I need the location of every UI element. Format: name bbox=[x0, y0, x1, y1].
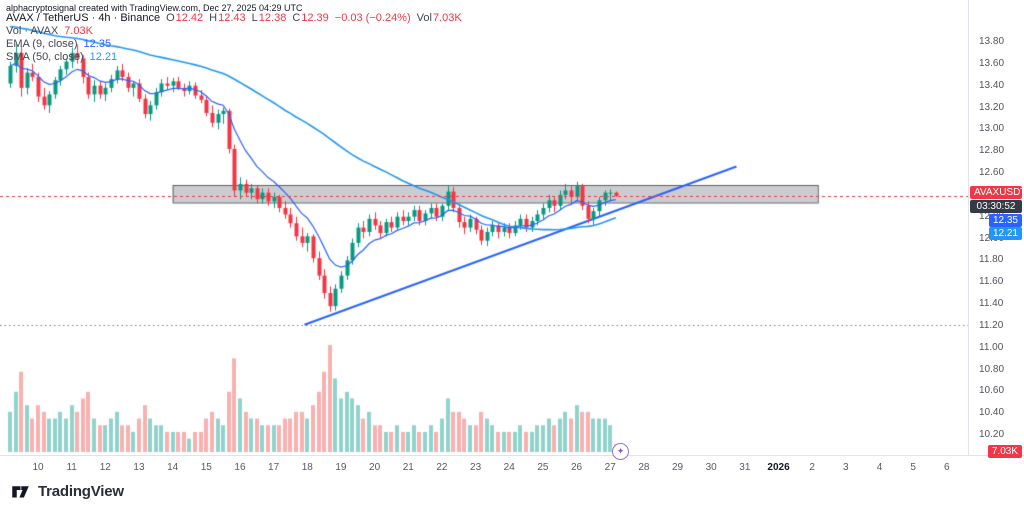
price-axis-label: 13.20 bbox=[979, 101, 1005, 113]
sma-indicator-value: 12.21 bbox=[89, 51, 118, 63]
price-axis-label: 12.80 bbox=[979, 145, 1005, 157]
time-axis-label: 17 bbox=[268, 462, 280, 473]
sma-price-badge: 12.21 bbox=[988, 227, 1022, 240]
price-axis-label: 10.60 bbox=[979, 385, 1005, 397]
volume-indicator-label: Vol · AVAX bbox=[6, 25, 59, 37]
price-axis-label: 11.40 bbox=[979, 298, 1004, 309]
time-axis-label: 14 bbox=[167, 462, 179, 473]
symbol-badge-label: AVAXUSDT bbox=[974, 187, 1024, 198]
price-axis-label: 13.80 bbox=[979, 36, 1005, 47]
price-axis-label: 11.60 bbox=[979, 276, 1004, 288]
legend-sma-row[interactable]: SMA (50, close) 12.21 bbox=[6, 51, 462, 64]
time-axis[interactable]: 10 11 12 13 14 15 16 17 18 19 20 21 22 23 24 25 26 27 28 29… bbox=[0, 455, 1024, 480]
price-axis-label: 11.00 bbox=[979, 341, 1004, 353]
ema-indicator-value: 12.35 bbox=[83, 38, 112, 50]
time-axis-label: 31 bbox=[739, 462, 751, 473]
symbol-title: AVAX / TetherUS · 4h · Binance bbox=[6, 12, 161, 24]
time-axis-label: 20 bbox=[369, 462, 381, 473]
time-axis-label: 13 bbox=[133, 462, 145, 473]
time-axis-label: 5 bbox=[910, 462, 916, 473]
time-axis-label: 29 bbox=[671, 462, 684, 473]
ema-price-badge: 12.35 bbox=[988, 214, 1022, 227]
legend-ema-row[interactable]: EMA (9, close) 12.35 bbox=[6, 38, 462, 51]
bar-countdown-badge: 03:30:52 bbox=[970, 200, 1022, 213]
price-axis-label: 13.40 bbox=[979, 79, 1005, 91]
legend-volume-row[interactable]: Vol · AVAX 7.03K bbox=[6, 25, 462, 38]
time-axis-label: 19 bbox=[335, 462, 347, 473]
high-value: H 12.43 bbox=[209, 12, 246, 24]
time-axis-label: 3 bbox=[843, 462, 849, 473]
time-axis-label: 10 bbox=[32, 462, 44, 473]
ema-indicator-label: EMA (9, close) bbox=[6, 38, 78, 50]
time-axis-label: 16 bbox=[234, 462, 246, 473]
volume-indicator-value: 7.03K bbox=[64, 25, 93, 37]
time-axis-label: 15 bbox=[200, 462, 212, 473]
price-axis-label: 13.00 bbox=[979, 123, 1005, 135]
last-price-badge: AVAXUSDT 12.39 bbox=[970, 186, 1024, 199]
bar-volume-value: Vol 7.03K bbox=[416, 12, 462, 24]
time-axis-label: 28 bbox=[638, 462, 650, 473]
open-value: O 12.42 bbox=[166, 12, 204, 24]
time-axis-label: 23 bbox=[470, 462, 482, 473]
time-axis-label: 24 bbox=[503, 462, 515, 473]
price-axis-label: 11.80 bbox=[979, 254, 1004, 266]
tradingview-logo-icon bbox=[12, 486, 29, 498]
time-axis-label: 4 bbox=[876, 462, 883, 473]
tradingview-logo[interactable]: TradingView bbox=[10, 481, 124, 502]
volume-axis-badge: 7.03K bbox=[987, 445, 1022, 458]
time-axis-label: 6 bbox=[944, 462, 950, 473]
snapshot-attribution: alphacryptosignal created with TradingVi… bbox=[6, 3, 303, 13]
price-axis-label: 12.60 bbox=[979, 167, 1005, 178]
tradingview-logo-text: TradingView bbox=[38, 483, 124, 500]
change-value: −0.03 (−0.24%) bbox=[334, 12, 411, 24]
time-axis-label: 26 bbox=[570, 462, 583, 473]
price-axis-label: 11.20 bbox=[979, 319, 1004, 331]
time-axis-label: 21 bbox=[402, 462, 414, 473]
time-axis-label: 12 bbox=[99, 462, 111, 473]
sma-indicator-label: SMA (50, close) bbox=[6, 51, 84, 63]
price-axis-label: 10.80 bbox=[979, 363, 1005, 375]
time-axis-label: 25 bbox=[537, 462, 549, 473]
low-value: L 12.38 bbox=[251, 12, 287, 24]
price-axis-label: 13.60 bbox=[979, 57, 1005, 69]
time-axis-label: 2 bbox=[809, 462, 815, 473]
price-axis-label: 10.20 bbox=[979, 429, 1005, 440]
time-axis-label: 18 bbox=[301, 462, 313, 473]
time-axis-label: 27 bbox=[604, 462, 616, 473]
close-value: C 12.39 bbox=[292, 12, 329, 24]
time-axis-label: 11 bbox=[66, 462, 77, 473]
price-axis-label: 10.40 bbox=[979, 407, 1005, 419]
time-axis-label: 30 bbox=[705, 462, 717, 473]
time-axis-label: 2026 bbox=[767, 462, 790, 473]
sparkle-marker-button[interactable]: ✦ bbox=[612, 443, 629, 460]
time-axis-label: 22 bbox=[436, 462, 448, 473]
sparkle-icon: ✦ bbox=[616, 446, 625, 456]
